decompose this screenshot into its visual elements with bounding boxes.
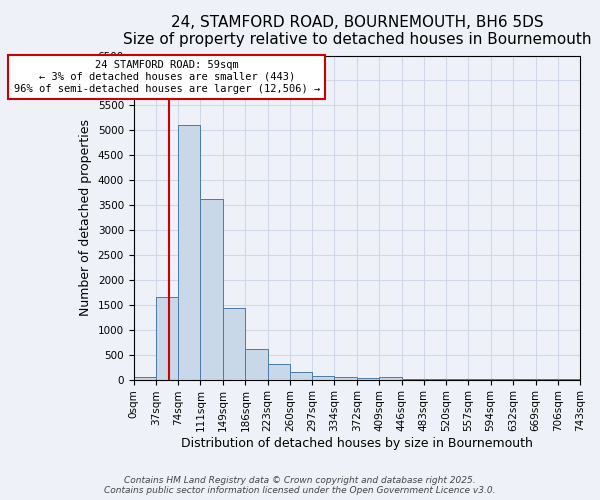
- Bar: [245, 349, 268, 380]
- Bar: [312, 376, 334, 380]
- Text: 24 STAMFORD ROAD: 59sqm
← 3% of detached houses are smaller (443)
96% of semi-de: 24 STAMFORD ROAD: 59sqm ← 3% of detached…: [14, 60, 320, 94]
- Bar: [379, 377, 401, 380]
- Bar: [178, 126, 200, 380]
- Y-axis label: Number of detached properties: Number of detached properties: [79, 119, 92, 316]
- Bar: [223, 308, 245, 380]
- Bar: [290, 372, 312, 380]
- Bar: [156, 298, 178, 380]
- Bar: [334, 377, 357, 380]
- Bar: [357, 378, 379, 380]
- X-axis label: Distribution of detached houses by size in Bournemouth: Distribution of detached houses by size …: [181, 437, 533, 450]
- Bar: [401, 379, 424, 380]
- Text: Contains HM Land Registry data © Crown copyright and database right 2025.
Contai: Contains HM Land Registry data © Crown c…: [104, 476, 496, 495]
- Title: 24, STAMFORD ROAD, BOURNEMOUTH, BH6 5DS
Size of property relative to detached ho: 24, STAMFORD ROAD, BOURNEMOUTH, BH6 5DS …: [122, 15, 591, 48]
- Bar: [134, 376, 156, 380]
- Bar: [200, 198, 223, 380]
- Bar: [268, 364, 290, 380]
